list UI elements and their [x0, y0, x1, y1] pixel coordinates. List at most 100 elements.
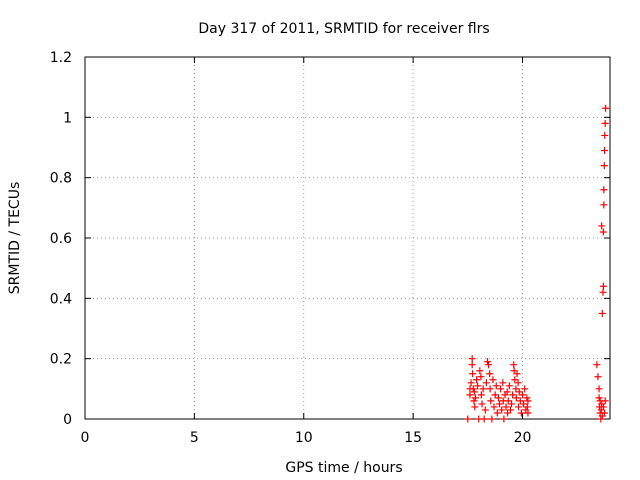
data-point	[486, 385, 494, 393]
data-point	[468, 361, 476, 369]
data-point	[601, 119, 609, 127]
data-point	[477, 373, 485, 381]
data-point	[601, 131, 609, 139]
data-point	[510, 361, 518, 369]
data-point	[505, 382, 513, 390]
data-point	[599, 403, 607, 411]
data-point	[486, 370, 494, 378]
data-point	[490, 403, 498, 411]
data-point	[601, 409, 609, 417]
data-point	[492, 382, 500, 390]
plot-frame	[84, 56, 611, 420]
data-point	[484, 358, 491, 366]
data-point	[524, 409, 532, 417]
data-point	[514, 379, 522, 387]
data-points	[464, 104, 610, 423]
data-point	[517, 409, 525, 417]
data-point	[523, 403, 531, 411]
data-point	[513, 370, 521, 378]
data-point	[500, 415, 508, 423]
data-point	[521, 385, 529, 393]
x-tick-label: 15	[404, 430, 422, 446]
data-point	[524, 397, 532, 405]
data-point	[470, 388, 478, 396]
data-point	[469, 370, 477, 378]
x-tick-label: 5	[190, 430, 199, 446]
y-tick-label: 0.8	[50, 171, 72, 187]
data-point	[494, 394, 502, 402]
data-point	[593, 361, 601, 369]
y-tick-label: 0.4	[50, 291, 72, 307]
data-point	[480, 415, 488, 423]
y-tick-label: 1.2	[50, 50, 72, 66]
data-point	[485, 361, 493, 369]
data-point	[474, 382, 482, 390]
data-point	[515, 388, 523, 396]
data-point	[478, 400, 486, 408]
data-point	[493, 409, 501, 417]
data-point	[504, 397, 512, 405]
data-point	[470, 397, 478, 405]
data-point	[469, 385, 477, 393]
data-point	[491, 391, 499, 399]
data-point	[595, 394, 603, 402]
data-point	[497, 385, 505, 393]
data-point	[516, 397, 524, 405]
data-point	[523, 394, 531, 402]
data-point	[496, 400, 504, 408]
data-point	[473, 376, 481, 384]
data-point	[499, 379, 507, 387]
data-point	[467, 379, 475, 387]
data-point	[468, 355, 476, 363]
data-point	[498, 406, 506, 414]
data-point	[464, 415, 472, 423]
data-point	[519, 391, 526, 399]
axis-ticks	[84, 56, 610, 420]
chart-title: Day 317 of 2011, SRMTID for receiver flr…	[198, 21, 489, 37]
data-point	[520, 400, 528, 408]
data-point	[509, 391, 517, 399]
data-point	[466, 391, 474, 399]
data-point	[477, 391, 485, 399]
grid-lines	[85, 57, 610, 419]
data-point	[476, 367, 484, 375]
data-point	[512, 385, 520, 393]
x-tick-labels: 0 5 10 15 20	[81, 430, 532, 446]
x-tick-label: 0	[81, 430, 90, 446]
data-point	[503, 388, 511, 396]
x-tick-label: 10	[295, 430, 313, 446]
data-point	[600, 186, 608, 194]
data-point	[600, 201, 608, 209]
data-point	[479, 385, 487, 393]
data-point	[489, 376, 497, 384]
data-point	[506, 406, 514, 414]
data-point	[511, 376, 519, 384]
data-point	[502, 403, 510, 411]
data-point	[508, 400, 516, 408]
data-point	[595, 385, 603, 393]
data-point	[597, 415, 605, 423]
data-point	[598, 222, 606, 230]
data-point	[471, 394, 479, 402]
data-point	[601, 147, 609, 155]
y-tick-label: 0.6	[50, 231, 72, 247]
data-point	[488, 415, 496, 423]
data-point	[598, 309, 606, 317]
data-point	[482, 379, 490, 387]
y-tick-label: 1	[63, 110, 72, 126]
data-point	[602, 104, 610, 112]
data-point	[471, 403, 479, 411]
y-axis-label: SRMTID / TECUs	[7, 182, 23, 295]
data-point	[599, 282, 607, 290]
data-point	[481, 406, 489, 414]
data-point	[601, 397, 609, 405]
data-point	[487, 397, 495, 405]
data-point	[599, 228, 607, 236]
x-tick-label: 20	[514, 430, 532, 446]
x-axis-label: GPS time / hours	[285, 460, 402, 476]
y-tick-labels: 0 0.2 0.4 0.6 0.8 1 1.2	[50, 50, 72, 428]
data-point	[599, 288, 607, 296]
data-point	[600, 162, 608, 170]
y-tick-label: 0.2	[50, 352, 72, 368]
